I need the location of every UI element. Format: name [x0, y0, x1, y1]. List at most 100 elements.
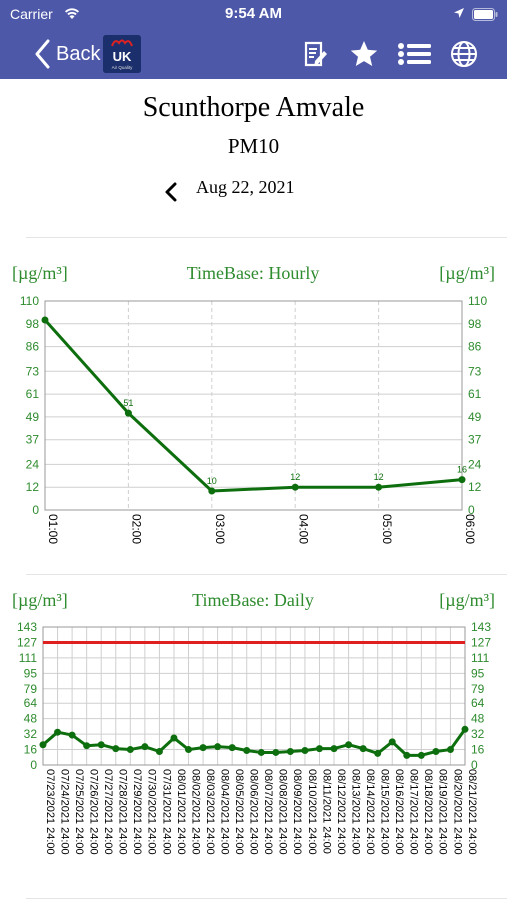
y-tick-label-right: 16	[471, 743, 485, 757]
chart-title: TimeBase: Hourly	[187, 263, 320, 283]
y-tick-label-right: 0	[471, 758, 478, 772]
previous-date-button[interactable]	[160, 180, 184, 204]
y-tick-label-left: 12	[26, 480, 40, 494]
y-tick-label-left: 61	[26, 387, 40, 401]
x-tick-label: 08/02/2021 24:00	[189, 769, 201, 855]
x-tick-label: 08/13/2021 24:00	[349, 769, 361, 855]
x-tick-label: 07/26/2021 24:00	[88, 769, 100, 855]
data-point	[112, 745, 120, 753]
x-tick-label: 08/21/2021 24:00	[466, 769, 478, 855]
data-point	[124, 409, 132, 417]
list-icon[interactable]	[397, 39, 433, 69]
data-point	[257, 748, 265, 756]
y-tick-label-left: 73	[26, 364, 40, 378]
y-tick-label-right: 110	[468, 294, 487, 308]
data-point	[155, 747, 163, 755]
y-tick-label-left: 0	[32, 503, 39, 517]
data-point	[272, 748, 280, 756]
back-label: Back	[56, 42, 101, 65]
section-divider	[26, 574, 507, 575]
data-point	[83, 742, 91, 750]
plot-frame	[42, 626, 466, 766]
y-tick-label-left: 32	[24, 727, 38, 741]
data-point	[228, 744, 236, 752]
station-title: Scunthorpe Amvale	[142, 92, 365, 123]
x-tick-label: 08/15/2021 24:00	[379, 769, 391, 855]
data-point	[54, 728, 62, 736]
y-tick-label-right: 24	[468, 457, 482, 471]
y-tick-label-left: 37	[26, 433, 40, 447]
y-tick-label-right: 64	[471, 696, 485, 710]
data-point	[141, 743, 149, 751]
y-tick-label-left: 86	[26, 340, 40, 354]
data-point	[375, 483, 383, 491]
data-label: 10	[207, 476, 217, 486]
data-point	[208, 487, 216, 495]
data-point	[432, 747, 440, 755]
x-tick-label: 08/05/2021 24:00	[233, 769, 245, 855]
star-icon[interactable]	[349, 39, 379, 69]
y-tick-label-left: 16	[24, 743, 38, 757]
x-tick-label: 08/14/2021 24:00	[364, 769, 376, 855]
data-point	[315, 745, 323, 753]
data-point	[374, 749, 382, 757]
edit-note-icon[interactable]	[301, 39, 331, 69]
daily-chart: [µg/m³] TimeBase: Daily [µg/m³] 0 016 1632…	[12, 590, 495, 855]
data-point	[330, 745, 338, 753]
data-label: 16	[457, 465, 467, 475]
section-divider	[26, 237, 507, 238]
x-tick-label: 07/28/2021 24:00	[117, 769, 129, 855]
y-tick-label-left: 110	[20, 294, 39, 308]
y-tick-label-right: 73	[468, 364, 482, 378]
data-point	[170, 734, 178, 742]
section-divider	[26, 898, 507, 899]
x-tick-label: 02:00	[130, 514, 144, 544]
uk-air-logo-graphic: UK Air Quality	[103, 35, 141, 73]
x-tick-label: 08/19/2021 24:00	[437, 769, 449, 855]
plot-frame	[44, 300, 463, 511]
y-tick-label-left: 98	[26, 317, 40, 331]
data-point	[126, 746, 134, 754]
pollutant-subtitle: PM10	[227, 134, 280, 158]
y-tick-label-left: 24	[26, 457, 40, 471]
data-point	[461, 725, 469, 733]
data-point	[417, 751, 425, 759]
y-unit-left: [µg/m³]	[12, 263, 68, 283]
x-tick-label: 08/18/2021 24:00	[422, 769, 434, 855]
y-unit-left: [µg/m³]	[12, 590, 68, 610]
x-tick-label: 07/30/2021 24:00	[146, 769, 158, 855]
data-point	[185, 746, 193, 754]
hourly-chart: [µg/m³] TimeBase: Hourly [µg/m³] 0 0 12 12 2…	[12, 263, 495, 544]
y-tick-label-right: 98	[468, 317, 482, 331]
data-point	[199, 744, 207, 752]
data-point	[41, 316, 49, 324]
chevron-left-icon	[35, 39, 50, 69]
x-tick-label: 08/12/2021 24:00	[335, 769, 347, 855]
location-arrow-icon	[454, 8, 464, 18]
back-button[interactable]: Back	[34, 36, 100, 72]
data-point	[345, 741, 353, 749]
y-tick-label-right: 79	[471, 682, 485, 696]
date-label: Aug 22, 2021	[196, 177, 295, 197]
y-tick-label-right: 95	[471, 666, 485, 680]
data-point	[301, 747, 309, 755]
data-point	[286, 747, 294, 755]
x-tick-label: 03:00	[213, 514, 227, 544]
y-tick-label-right: 49	[468, 410, 482, 424]
x-tick-label: 04:00	[296, 514, 310, 544]
x-tick-label: 08/08/2021 24:00	[277, 769, 289, 855]
x-tick-label: 07/25/2021 24:00	[73, 769, 85, 855]
y-tick-label-left: 143	[17, 620, 37, 634]
y-tick-label-right: 111	[471, 651, 490, 665]
y-tick-label-right: 86	[468, 340, 482, 354]
x-tick-label: 08/09/2021 24:00	[291, 769, 303, 855]
battery-icon	[472, 8, 498, 21]
x-tick-label: 07/31/2021 24:00	[160, 769, 172, 855]
x-tick-label: 08/07/2021 24:00	[262, 769, 274, 855]
y-tick-label-left: 95	[24, 666, 38, 680]
globe-icon[interactable]	[449, 39, 479, 69]
y-tick-label-left: 79	[24, 682, 38, 696]
y-unit-right: [µg/m³]	[439, 590, 495, 610]
data-point	[359, 745, 367, 753]
x-tick-label: 07/23/2021 24:00	[44, 769, 56, 855]
